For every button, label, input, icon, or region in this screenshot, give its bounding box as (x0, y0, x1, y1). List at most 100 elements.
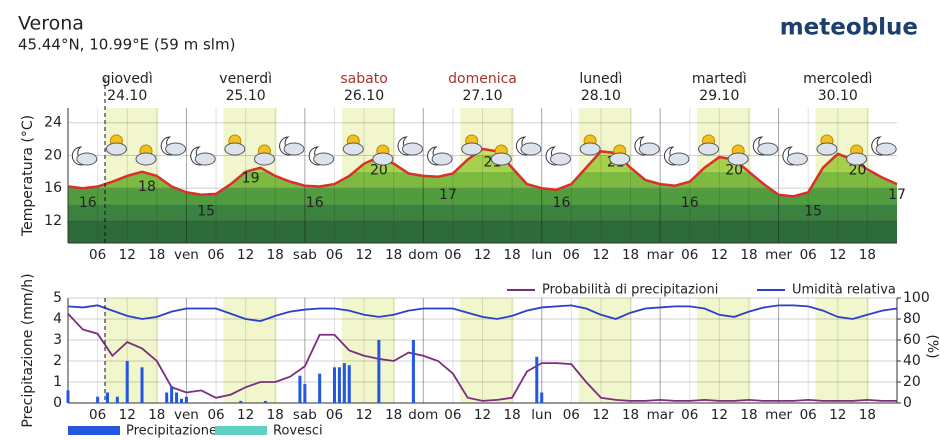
legend-label: Umidità relativa (792, 283, 896, 298)
cloud-icon (609, 152, 631, 166)
cloud-icon (579, 142, 601, 156)
day-name: lunedì (579, 71, 622, 87)
x-tick-label: 12 (119, 407, 136, 423)
temp-label: 16 (553, 195, 571, 211)
daylight-band (578, 298, 633, 403)
x-tick-label: 18 (267, 247, 284, 263)
temp-label: 15 (804, 203, 822, 219)
precip-bar (337, 367, 341, 403)
x-tick-label: 18 (740, 407, 757, 423)
x-tick-label: 18 (267, 407, 284, 423)
temp-band (68, 204, 897, 221)
cloud-icon (372, 152, 394, 166)
x-tick-label: 12 (829, 247, 846, 263)
temperature-line (67, 147, 898, 198)
legend-label: Precipitazione (126, 424, 217, 439)
cloud-icon (846, 152, 868, 166)
x-tick-label: 12 (237, 247, 254, 263)
x-tick-label: mer (765, 407, 792, 423)
x-tick-label: 18 (740, 247, 757, 263)
temp-label: 20 (725, 162, 743, 178)
cloud-icon (757, 142, 779, 156)
precip-bar (66, 390, 70, 403)
coordinates: 45.44°N, 10.99°E (59 m slm) (18, 36, 235, 54)
precip-bar (540, 392, 544, 403)
x-tick-label: 06 (326, 247, 343, 263)
x-tick-label: dom (408, 247, 438, 263)
cloud-icon (342, 142, 364, 156)
temp-label: 17 (439, 187, 457, 203)
x-tick-label: 18 (622, 247, 639, 263)
y-tick-label: 12 (44, 213, 62, 229)
day-date: 29.10 (699, 88, 739, 104)
x-tick-label: dom (408, 407, 438, 423)
x-tick-label: 12 (355, 247, 372, 263)
x-tick-label: sab (293, 407, 317, 423)
cloud-icon (698, 142, 720, 156)
day-name: domenica (448, 71, 517, 87)
y-tick-label: 20 (44, 147, 62, 163)
x-tick-label: 12 (829, 407, 846, 423)
cloud-icon (816, 142, 838, 156)
cloud-icon (461, 142, 483, 156)
precip-bar (411, 340, 415, 403)
precip-bar (303, 384, 307, 403)
x-tick-label: 12 (119, 247, 136, 263)
cloud-icon (76, 152, 98, 166)
x-tick-label: 06 (444, 247, 461, 263)
precip-bar (298, 375, 302, 403)
x-tick-label: 12 (474, 247, 491, 263)
precip-bar (115, 396, 119, 403)
precip-bar (179, 398, 183, 403)
x-tick-label: 18 (385, 247, 402, 263)
x-tick-label: ven (174, 407, 199, 423)
day-date: 27.10 (462, 88, 502, 104)
x-tick-label: 18 (148, 407, 165, 423)
x-tick-label: 06 (800, 247, 817, 263)
y-tick-label: 3 (53, 332, 62, 348)
x-tick-label: 12 (711, 247, 728, 263)
legend-swatch (68, 426, 120, 435)
precip-bar (96, 396, 100, 403)
cloud-icon (313, 152, 335, 166)
x-tick-label: 18 (504, 247, 521, 263)
cloud-icon (105, 142, 127, 156)
temp-label: 20 (849, 162, 867, 178)
y-axis-label: Precipitazione (mm/h) (20, 273, 36, 427)
cloud-icon (401, 142, 423, 156)
precip-bar (342, 363, 346, 403)
x-tick-label: 12 (237, 407, 254, 423)
temp-band (68, 220, 897, 243)
precip-bar (239, 400, 243, 403)
cloud-icon (550, 152, 572, 166)
y2-tick-label: 20 (903, 374, 921, 390)
x-tick-label: lun (531, 247, 552, 263)
y-tick-label: 5 (53, 290, 62, 306)
precip-bar (318, 373, 322, 403)
x-tick-label: 18 (504, 407, 521, 423)
cloud-icon (786, 152, 808, 166)
cloud-icon (638, 142, 660, 156)
x-tick-label: 06 (800, 407, 817, 423)
y2-tick-label: 0 (903, 395, 912, 411)
x-tick-label: lun (531, 407, 552, 423)
precip-bar (165, 392, 169, 403)
cloud-icon (668, 152, 690, 166)
x-tick-label: 06 (207, 247, 224, 263)
legend-label: Probabilità di precipitazioni (542, 283, 718, 298)
x-tick-label: 18 (622, 407, 639, 423)
cloud-icon (253, 152, 275, 166)
y2-axis-label: (%) (924, 334, 940, 358)
precip-bar (263, 400, 267, 403)
x-tick-label: 18 (148, 247, 165, 263)
x-tick-label: 12 (355, 407, 372, 423)
temp-band (68, 188, 897, 205)
y-tick-label: 4 (53, 311, 62, 327)
x-tick-label: 06 (89, 247, 106, 263)
cloud-icon (135, 152, 157, 166)
precip-bar (377, 340, 381, 403)
location-name: Verona (18, 13, 84, 35)
daylight-band (105, 298, 159, 403)
y-tick-label: 2 (53, 353, 62, 369)
